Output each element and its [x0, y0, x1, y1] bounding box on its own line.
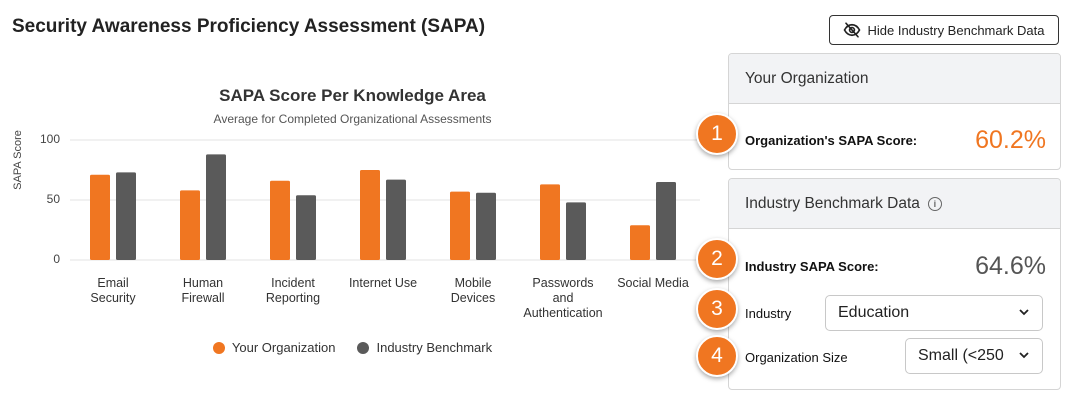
category-label-3: Internet Use: [335, 276, 431, 291]
org-score-value: 60.2%: [975, 125, 1046, 154]
step-badge-2: 2: [696, 238, 738, 280]
bar-benchmark-4[interactable]: [476, 192, 496, 260]
chart-subtitle: Average for Completed Organizational Ass…: [213, 112, 492, 126]
bar-org-4[interactable]: [450, 191, 470, 260]
category-label-line: Human: [182, 276, 224, 290]
industry-score-value: 64.6%: [975, 251, 1046, 280]
eye-slash-icon: [844, 22, 861, 38]
bar-benchmark-1[interactable]: [206, 154, 226, 260]
y-tick-label: 0: [53, 252, 60, 266]
bar-org-5[interactable]: [540, 184, 560, 260]
org-size-label: Organization Size: [745, 349, 848, 365]
bar-org-2[interactable]: [270, 180, 290, 260]
chevron-down-icon: [1019, 352, 1029, 359]
step-badge-1: 1: [696, 113, 738, 155]
bar-benchmark-6[interactable]: [656, 182, 676, 260]
category-label-line: and: [552, 291, 574, 305]
chart-legend: Your Organization Industry Benchmark: [0, 340, 705, 355]
info-icon[interactable]: i: [927, 196, 942, 211]
legend-item-org[interactable]: Your Organization: [212, 340, 336, 355]
category-label-line: Mobile: [454, 276, 492, 290]
industry-score-label: Industry SAPA Score:: [745, 258, 879, 274]
industry-label: Industry: [745, 305, 792, 321]
industry-card-heading: Industry Benchmark Data: [745, 194, 920, 212]
legend-item-benchmark[interactable]: Industry Benchmark: [357, 340, 492, 355]
category-label-line: Authentication: [523, 306, 603, 320]
category-label-2: Incident Reporting: [245, 276, 341, 306]
category-label-line: Reporting: [265, 291, 321, 305]
org-size-select[interactable]: Small (<250: [905, 338, 1043, 374]
bar-org-0[interactable]: [90, 174, 110, 260]
y-tick-label: 50: [46, 192, 60, 206]
bar-benchmark-2[interactable]: [296, 195, 316, 260]
step-badge-3: 3: [696, 288, 738, 330]
y-axis-label: SAPA Score: [12, 130, 24, 190]
chart-title: SAPA Score Per Knowledge Area: [219, 86, 486, 105]
industry-select-value: Education: [838, 304, 910, 321]
hide-benchmark-button[interactable]: Hide Industry Benchmark Data: [829, 15, 1059, 45]
org-size-select-value: Small (<250: [918, 347, 1004, 364]
category-label-6: Social Media: [605, 276, 701, 291]
bar-benchmark-5[interactable]: [566, 202, 586, 260]
step-badge-4: 4: [696, 335, 738, 377]
organization-card: Your Organization Organization's SAPA Sc…: [728, 53, 1061, 170]
organization-card-heading: Your Organization: [729, 54, 1060, 104]
category-label-line: Social Media: [617, 276, 689, 290]
page-title: Security Awareness Proficiency Assessmen…: [12, 16, 486, 37]
chart-canvas: [70, 139, 700, 261]
chevron-down-icon: [1019, 309, 1029, 316]
category-label-0: Email Security: [65, 276, 161, 306]
bar-benchmark-0[interactable]: [116, 172, 136, 260]
hide-benchmark-label: Hide Industry Benchmark Data: [867, 22, 1045, 38]
category-label-line: Incident: [271, 276, 315, 290]
knowledge-area-chart: SAPA Score Per Knowledge Area Average fo…: [0, 70, 710, 405]
legend-label-benchmark: Industry Benchmark: [376, 340, 493, 355]
category-label-4: Mobile Devices: [425, 276, 521, 306]
category-label-1: Human Firewall: [155, 276, 251, 306]
legend-label-org: Your Organization: [231, 340, 336, 355]
category-label-line: Passwords: [532, 276, 594, 290]
legend-dot-org: [212, 341, 225, 354]
category-label-line: Devices: [450, 291, 496, 305]
category-label-line: Firewall: [181, 291, 225, 305]
industry-card-header: Industry Benchmark Data i: [729, 179, 1060, 229]
bar-benchmark-3[interactable]: [386, 179, 406, 260]
bar-org-6[interactable]: [630, 225, 650, 260]
y-tick-label: 100: [39, 132, 60, 146]
industry-select[interactable]: Education: [825, 295, 1043, 331]
bar-org-3[interactable]: [360, 170, 380, 260]
org-score-label: Organization's SAPA Score:: [745, 132, 918, 148]
category-label-line: Security: [90, 291, 136, 305]
industry-benchmark-card: Industry Benchmark Data i Industry SAPA …: [728, 178, 1061, 390]
category-label-line: Email: [97, 276, 129, 290]
category-label-line: Internet Use: [348, 276, 418, 290]
category-label-5: Passwords and Authentication: [515, 276, 611, 321]
bar-org-1[interactable]: [180, 190, 200, 260]
legend-dot-benchmark: [357, 341, 370, 354]
